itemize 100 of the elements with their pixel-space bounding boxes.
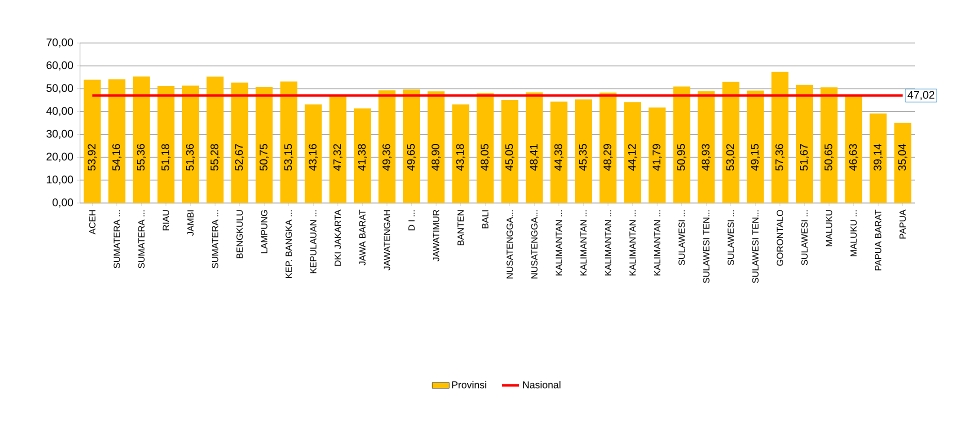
- bar: [574, 99, 592, 204]
- bar: [231, 82, 248, 204]
- bar: [206, 76, 224, 204]
- bar: [894, 122, 912, 204]
- data-label: 49,36: [382, 144, 392, 171]
- bar: [304, 104, 322, 204]
- data-label: 50,75: [260, 144, 269, 171]
- x-tick-label: JAWATENGAH: [384, 210, 390, 270]
- x-tick-label: KEPULAUAN ...: [310, 210, 316, 274]
- data-label: 41,38: [358, 144, 367, 171]
- x-tick-label: NUSATENGGA...: [531, 210, 538, 278]
- x-tick-label: BANTEN: [458, 210, 464, 246]
- bar: [84, 80, 101, 204]
- bar: [256, 87, 273, 204]
- bar: [501, 100, 518, 204]
- bar: [526, 92, 543, 204]
- data-label: 52,67: [235, 144, 244, 171]
- x-tick-label: BALI: [482, 210, 488, 228]
- bar: [452, 104, 470, 204]
- x-tick-label: NUSATENGGA...: [506, 210, 513, 278]
- data-label: 47,32: [333, 144, 342, 171]
- data-label: 45,05: [505, 144, 514, 171]
- data-label: 55,28: [210, 144, 220, 171]
- data-label: 43,18: [456, 144, 466, 171]
- data-label: 50,95: [677, 144, 686, 171]
- x-tick-label: SULAWESI ...: [801, 210, 808, 266]
- bar: [428, 91, 445, 204]
- y-tick-label: 60,00: [46, 61, 74, 70]
- data-label: 45,35: [578, 144, 588, 171]
- x-tick-label: SUMATERA ...: [138, 210, 145, 268]
- data-label: 48,93: [702, 144, 711, 171]
- x-tick-label: ACEH: [89, 210, 96, 234]
- x-tick-label: MALUKU: [826, 210, 832, 246]
- x-tick-label: JAWATIMUR: [432, 210, 440, 262]
- data-label: 54,16: [112, 144, 122, 171]
- bar: [354, 108, 371, 204]
- bar: [746, 90, 764, 204]
- data-label: 39,14: [874, 144, 883, 171]
- x-tick-label: BENGKULU: [236, 210, 243, 258]
- bar: [108, 79, 126, 204]
- x-tick-label: MALUKU ...: [850, 210, 857, 256]
- data-label: 53,15: [284, 144, 294, 171]
- x-tick-label: KALIMANTAN ...: [556, 210, 562, 276]
- y-tick-label: 50,00: [46, 84, 74, 94]
- data-label: 51,67: [800, 144, 810, 171]
- bar: [698, 91, 715, 204]
- data-label: 53,02: [726, 144, 736, 171]
- y-tick-label: 10,00: [46, 176, 74, 185]
- x-tick-label: SULAWESI ...: [728, 210, 734, 266]
- y-tick-label: 70,00: [46, 38, 74, 48]
- x-tick-label: KALIMANTAN ...: [604, 210, 612, 276]
- data-label: 49,65: [407, 144, 416, 171]
- x-tick-label: SULAWESI ...: [678, 210, 685, 266]
- x-tick-label: JAMBI: [187, 210, 194, 236]
- data-label: 48,05: [480, 144, 490, 171]
- bar: [870, 114, 887, 204]
- data-label: 57,36: [775, 144, 784, 171]
- data-label: 51,36: [186, 144, 196, 171]
- bar: [600, 92, 617, 204]
- bar: [329, 94, 346, 204]
- y-tick-label: 0,00: [52, 198, 74, 208]
- x-tick-label: D I ...: [408, 210, 415, 230]
- data-label: 46,63: [849, 144, 858, 171]
- data-label: 53,92: [88, 144, 97, 171]
- x-tick-label: KALIMANTAN ...: [580, 210, 587, 276]
- bar: [182, 86, 200, 204]
- x-tick-label: RIAU: [162, 210, 170, 230]
- data-label: 47,02: [908, 91, 934, 100]
- bar: [648, 107, 666, 204]
- bar: [157, 86, 174, 204]
- legend-label: Nasional: [523, 381, 560, 388]
- data-label: 43,16: [308, 144, 318, 171]
- bar: [771, 72, 788, 204]
- x-tick-label: LAMPUNG: [261, 210, 268, 254]
- data-label: 49,15: [750, 144, 760, 171]
- data-label: 48,90: [432, 144, 441, 171]
- bar: [132, 76, 150, 204]
- data-label: 44,12: [628, 144, 638, 171]
- x-tick-label: KEP. BANGKA ...: [286, 210, 292, 278]
- x-tick-label: KALIMANTAN ...: [629, 210, 636, 276]
- x-tick-label: PAPUA: [900, 210, 906, 239]
- x-tick-label: SULAWESI TEN...: [752, 210, 759, 284]
- bar: [673, 86, 690, 204]
- data-label: 55,36: [136, 144, 146, 171]
- x-tick-label: SULAWESI TEN...: [703, 210, 710, 284]
- bar: [403, 90, 420, 204]
- data-label: 50,65: [824, 144, 834, 171]
- data-label: 44,38: [554, 144, 564, 171]
- bar: [476, 93, 494, 204]
- bar: [280, 82, 298, 204]
- x-tick-label: SUMATERA ...: [114, 210, 120, 268]
- data-label: 51,18: [161, 144, 170, 171]
- x-tick-label: JAWA BARAT: [359, 210, 366, 266]
- data-label: 35,04: [898, 144, 908, 171]
- y-tick-label: 20,00: [46, 152, 74, 162]
- y-tick-label: 40,00: [46, 107, 74, 116]
- bar: [624, 102, 642, 204]
- bar: [845, 96, 862, 204]
- bar: [796, 84, 813, 204]
- data-label: 48,41: [530, 144, 539, 171]
